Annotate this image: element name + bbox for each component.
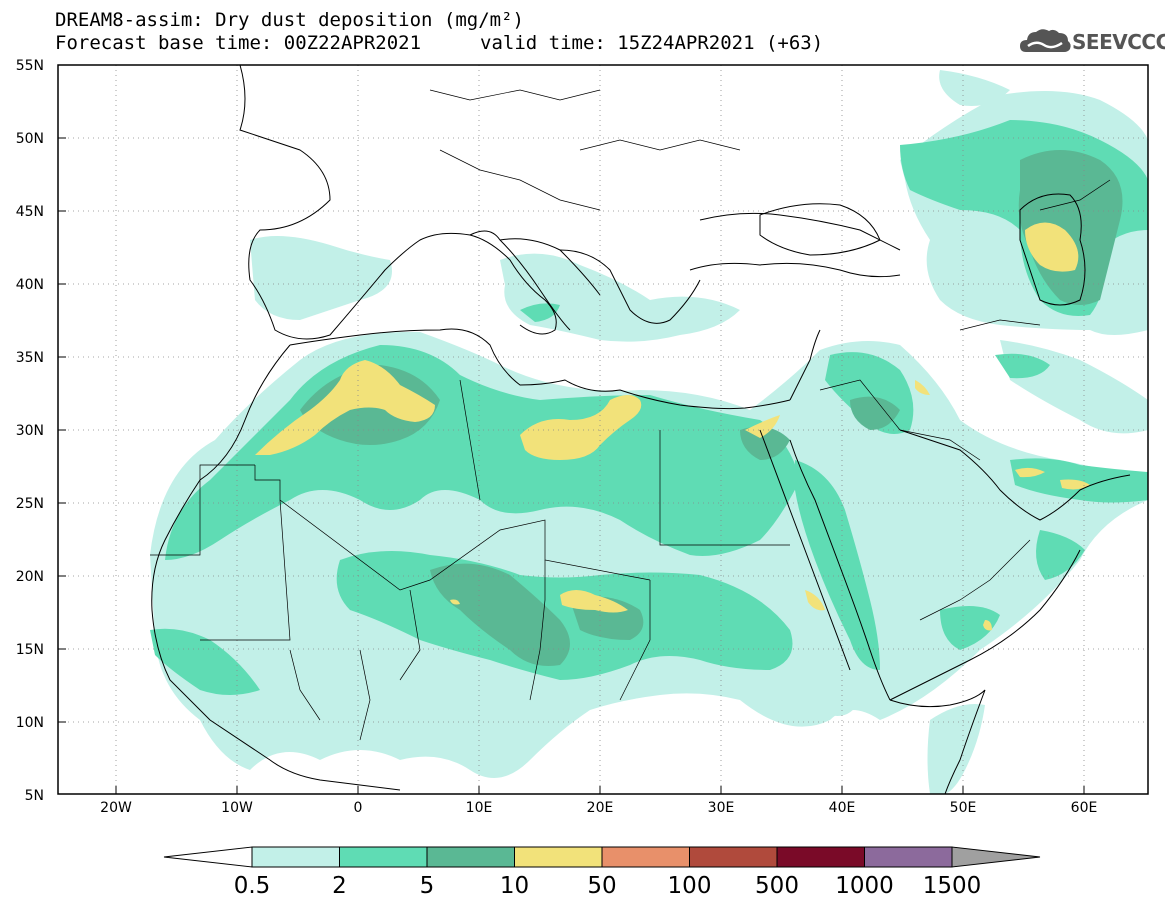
dust-level-4 [255, 222, 1090, 631]
lat-label: 20N [16, 569, 44, 585]
gridlines [58, 65, 1148, 794]
colorbar-label: 1500 [923, 873, 982, 899]
coastlines [151, 65, 1131, 794]
lat-label: 15N [16, 642, 44, 658]
colorbar-box [514, 846, 603, 868]
lon-label: 30E [708, 800, 735, 816]
lon-label: 0 [354, 800, 363, 816]
valid-time: valid time: 15Z24APR2021 (+63) [480, 32, 824, 54]
colorbar-label: 50 [587, 873, 616, 899]
base-time-text: Forecast base time: 00Z22APR2021 [55, 32, 422, 54]
colorbar-box [339, 846, 428, 868]
country-borders [150, 89, 1111, 741]
seevccc-logo: SEEVCCC [1018, 26, 1165, 56]
lat-label: 5N [25, 788, 44, 804]
lon-label: 60E [1071, 800, 1098, 816]
colorbar-box [864, 846, 953, 868]
colorbar-label: 2 [332, 873, 347, 899]
lat-labels: 55N 50N 45N 40N 35N 30N 25N 20N 15N 10N … [16, 58, 44, 804]
colorbar-boxes [251, 846, 953, 868]
colorbar-box [601, 846, 690, 868]
lat-label: 50N [16, 131, 44, 147]
lat-label: 25N [16, 496, 44, 512]
lat-label: 55N [16, 58, 44, 74]
tick-marks [58, 64, 1085, 794]
lon-label: 10E [466, 800, 493, 816]
lat-label: 10N [16, 715, 44, 731]
colorbar-labels: 0.5 2 5 10 50 100 500 1000 1500 [234, 873, 982, 899]
cloud-icon [1020, 29, 1071, 52]
lon-label: 50E [950, 800, 977, 816]
colorbar-label: 10 [500, 873, 529, 899]
colorbar-label: 500 [755, 873, 799, 899]
colorbar-label: 5 [420, 873, 435, 899]
lat-label: 35N [16, 350, 44, 366]
colorbar-label: 0.5 [234, 873, 271, 899]
forecast-base-time: Forecast base time: 00Z22APR2021 valid ti… [55, 32, 823, 54]
map-title: DREAM8-assim: Dry dust deposition (mg/m²… [55, 9, 524, 31]
colorbar-label: 100 [668, 873, 712, 899]
colorbar-box [689, 846, 778, 868]
colorbar-box [776, 846, 865, 868]
colorbar: 0.5 2 5 10 50 100 500 1000 1500 [163, 846, 1041, 899]
lat-label: 40N [16, 277, 44, 293]
lon-label: 40E [829, 800, 856, 816]
lat-label: 45N [16, 204, 44, 220]
colorbar-box [426, 846, 515, 868]
colorbar-box [251, 846, 340, 868]
colorbar-label: 1000 [835, 873, 894, 899]
logo-text: SEEVCCC [1072, 30, 1165, 54]
lon-label: 20E [587, 800, 614, 816]
colorbar-over-arrow [951, 846, 1041, 868]
lon-labels: 20W 10W 0 10E 20E 30E 40E 50E 60E [100, 800, 1097, 816]
lat-label: 30N [16, 423, 44, 439]
lon-label: 10W [221, 800, 253, 816]
lon-label: 20W [100, 800, 132, 816]
dust-field [58, 65, 1148, 794]
colorbar-under-arrow [163, 846, 253, 868]
